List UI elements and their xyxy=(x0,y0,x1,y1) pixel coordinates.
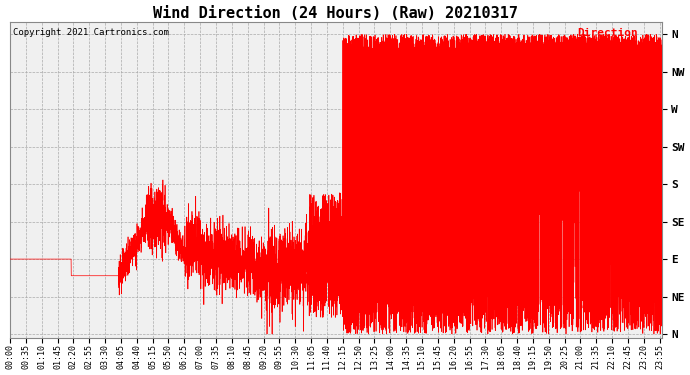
Text: Copyright 2021 Cartronics.com: Copyright 2021 Cartronics.com xyxy=(13,28,169,37)
Title: Wind Direction (24 Hours) (Raw) 20210317: Wind Direction (24 Hours) (Raw) 20210317 xyxy=(153,6,518,21)
Text: Direction: Direction xyxy=(577,28,638,38)
